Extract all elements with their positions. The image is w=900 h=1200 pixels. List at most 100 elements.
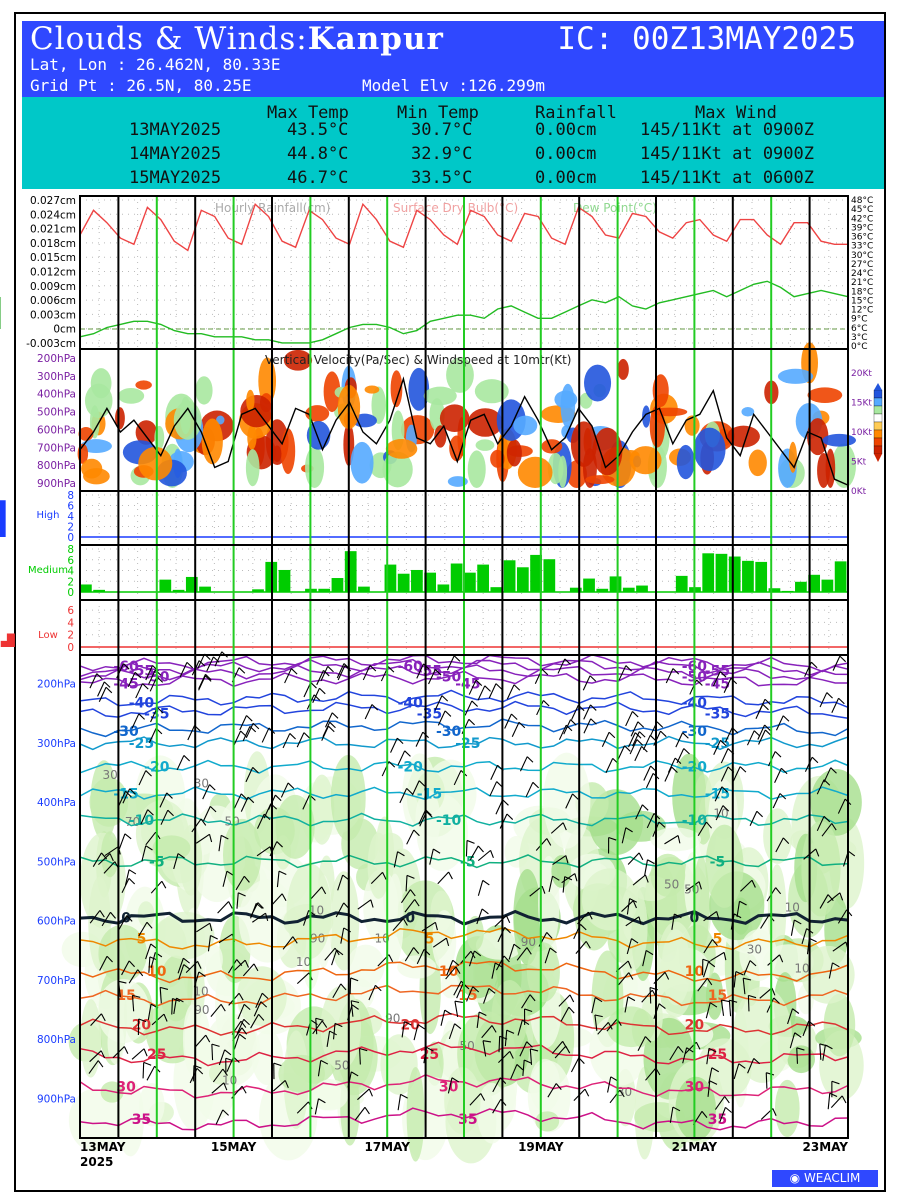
wind-barb-flag <box>775 887 782 895</box>
wind-barb <box>816 779 825 795</box>
wind-barb <box>261 727 270 743</box>
col-max-temp: Max Temp <box>267 103 349 123</box>
wind-barb <box>498 1050 511 1063</box>
isotherm-label: 15 <box>116 988 135 1004</box>
wind-barb <box>350 1000 354 1017</box>
wind-barb-flag <box>364 1106 370 1115</box>
wind-barb <box>490 764 499 780</box>
right-tick-label: 42°C <box>851 214 873 224</box>
humidity-label: 50 <box>684 882 699 896</box>
humidity-label: 50 <box>225 814 240 828</box>
vv-colorbar-cell <box>873 429 883 439</box>
lat-lon: Lat, Lon : 26.462N, 80.33E <box>30 55 281 74</box>
wind-barb-flag <box>402 918 408 926</box>
wind-barb <box>121 960 130 976</box>
humidity-shade <box>236 966 287 1027</box>
wind-barb <box>171 998 173 1015</box>
vv-blob <box>364 385 380 394</box>
wind-barb-flag <box>625 665 633 672</box>
wind-barb-flag <box>100 1050 106 1059</box>
wind-barb-flag <box>584 1088 590 1097</box>
wind-barb <box>728 1000 732 1017</box>
wind-barb <box>428 669 436 685</box>
wind-barb-flag <box>243 1003 251 1011</box>
wind-barb <box>492 1099 502 1114</box>
wind-barb-flag <box>841 1095 847 1104</box>
isotherm-label: 10 <box>439 964 459 980</box>
humidity-shade <box>97 979 150 1044</box>
wind-barb-flag <box>546 932 553 939</box>
wind-barb-flag <box>334 1022 343 1028</box>
medium-cloud-bar <box>93 589 105 592</box>
wind-barb <box>324 712 333 728</box>
wind-barb <box>720 748 729 764</box>
wind-barb-flag <box>627 996 636 1002</box>
wind-barb <box>173 853 179 870</box>
wind-barb <box>465 840 468 857</box>
wind-barb-flag <box>702 958 711 963</box>
vv-blob <box>390 370 403 408</box>
wind-barb <box>624 996 629 1013</box>
wind-barb <box>597 1022 609 1035</box>
medium-cloud-bar <box>728 556 741 592</box>
wind-barb <box>517 1019 523 1036</box>
humidity-label: 10 <box>193 984 208 998</box>
vv-blob <box>80 439 112 454</box>
vv-blob <box>385 439 418 459</box>
wind-barb <box>146 1065 156 1081</box>
wind-barb <box>336 663 345 679</box>
wind-barb <box>759 987 773 999</box>
wind-barb-flag <box>848 850 856 857</box>
wind-barb-flag <box>526 756 534 763</box>
low-cloud-bar <box>6 633 15 647</box>
wind-barb <box>145 831 157 846</box>
vv-blob <box>676 444 695 480</box>
wind-barb-flag <box>518 721 526 729</box>
wind-barb-flag <box>502 799 509 806</box>
wind-barb-flag <box>452 959 460 966</box>
wind-barb-flag <box>210 934 218 940</box>
pressure-tick-label: 500hPa <box>37 407 76 419</box>
wind-barb-flag <box>236 959 243 966</box>
wind-barb-flag <box>413 829 420 837</box>
wind-barb <box>147 1004 152 1021</box>
wind-barb-flag <box>252 766 259 774</box>
high-cloud-tick-label: 6 <box>67 501 74 513</box>
wind-barb-flag <box>211 1043 220 1047</box>
vv-blob <box>135 420 158 445</box>
wind-barb-flag <box>198 971 206 977</box>
wind-barb <box>195 833 210 844</box>
wind-barb-flag <box>779 954 784 963</box>
medium-cloud-bar <box>702 553 715 592</box>
wind-barb <box>733 971 737 988</box>
wind-barb-flag <box>224 1049 232 1056</box>
wind-barb <box>706 1048 710 1065</box>
wind-barb-flag <box>220 1004 226 1012</box>
humidity-shade <box>68 1088 121 1152</box>
humidity-label: 90 <box>194 1003 209 1017</box>
vv-blob <box>305 446 325 489</box>
wind-barb <box>740 879 753 892</box>
wind-barb <box>714 786 723 802</box>
wind-barb-flag <box>619 1089 625 1098</box>
wind-barb <box>775 715 784 731</box>
wind-barb <box>832 941 847 952</box>
vv-blob <box>245 449 260 487</box>
wind-barb-flag <box>526 1041 533 1048</box>
vv-blob <box>283 349 313 371</box>
wind-barb-flag <box>368 1088 373 1097</box>
wind-barb <box>252 912 266 923</box>
pressure-tick-label: 700hPa <box>37 975 76 987</box>
humidity-shade <box>222 818 262 891</box>
medium-cloud-bar <box>583 578 595 592</box>
right-tick-label: 27°C <box>851 260 873 270</box>
wind-barb <box>202 784 210 800</box>
wind-barb <box>416 663 425 679</box>
wind-barb <box>446 960 454 976</box>
wind-barb-flag <box>310 682 317 689</box>
humidity-shade <box>693 855 710 952</box>
wind-barb-flag <box>719 671 727 678</box>
high-cloud-tick-label: 8 <box>67 490 74 502</box>
wind-barb-flag <box>570 719 577 726</box>
humidity-shade <box>801 820 841 917</box>
